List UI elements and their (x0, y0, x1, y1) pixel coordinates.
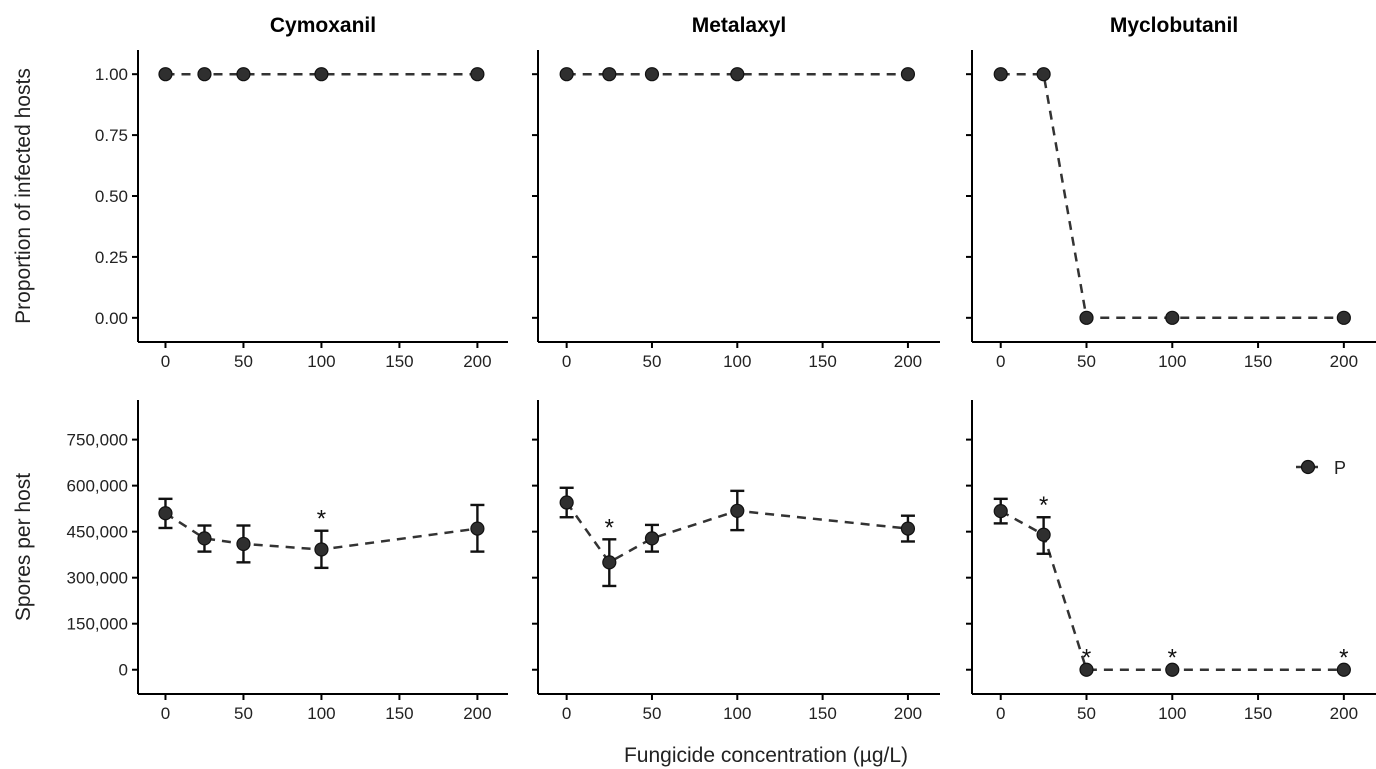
x-tick-label: 150 (1244, 704, 1272, 723)
x-tick-label: 50 (1077, 704, 1096, 723)
panel-3: Myclobutanil 0 50 100 150 200 (966, 14, 1376, 371)
data-point (470, 67, 485, 82)
data-point (730, 503, 745, 518)
x-tick-label: 100 (1158, 352, 1186, 371)
data-point (158, 67, 173, 82)
x-tick-label: 150 (808, 352, 836, 371)
x-tick-label: 50 (1077, 352, 1096, 371)
y-tick-label: 0 (119, 661, 128, 680)
significance-marker: * (1168, 645, 1177, 672)
x-tick-label: 50 (234, 352, 253, 371)
panel-4: Spores per host 0 150,000 300,000 450,000 600… (12, 400, 508, 723)
data-point (559, 67, 574, 82)
data-point (900, 67, 916, 82)
y-tick-label: 1.00 (95, 65, 128, 84)
data-point (730, 67, 745, 82)
panel-5: 0 50 100 150 200 * (532, 400, 940, 723)
data-point (197, 531, 212, 546)
x-tick-label: 200 (894, 704, 922, 723)
data-point (1165, 662, 1180, 677)
x-tick-label: 100 (723, 704, 751, 723)
data-point (1336, 310, 1351, 325)
data-point (1079, 662, 1094, 677)
data-point (236, 67, 251, 82)
x-tick-label: 150 (385, 352, 413, 371)
x-tick-label: 0 (996, 704, 1005, 723)
data-point (1165, 310, 1180, 325)
series-line (565, 501, 909, 564)
x-tick-label: 50 (643, 704, 662, 723)
panel-title: Metalaxyl (692, 14, 787, 37)
data-point (158, 506, 173, 521)
x-tick-label: 200 (894, 352, 922, 371)
data-point (236, 536, 251, 552)
x-tick-label: 0 (161, 704, 170, 723)
x-tick-label: 150 (1244, 352, 1272, 371)
data-point (602, 555, 617, 570)
x-tick-label: 0 (562, 352, 571, 371)
x-tick-label: 50 (643, 352, 662, 371)
data-point (993, 504, 1008, 519)
x-tick-label: 200 (1330, 704, 1358, 723)
x-tick-label: 100 (1158, 704, 1186, 723)
y-tick-label: 0.50 (95, 187, 128, 206)
y-tick-label: 750,000 (67, 431, 128, 450)
data-point (1336, 662, 1351, 677)
panel-6: 0 50 100 150 200 * * * * (966, 400, 1376, 723)
data-point (1079, 310, 1094, 325)
data-point (644, 67, 660, 82)
legend: P (1296, 458, 1346, 478)
legend-label: P (1334, 458, 1346, 478)
data-point (470, 521, 485, 536)
x-tick-label: 100 (723, 352, 751, 371)
y-axis-label: Proportion of infected hosts (12, 68, 35, 324)
panel-title: Cymoxanil (270, 14, 376, 37)
y-axis-label: Spores per host (12, 473, 35, 621)
panel-title: Myclobutanil (1110, 14, 1238, 37)
x-tick-label: 0 (562, 704, 571, 723)
y-tick-label: 0.75 (95, 126, 128, 145)
x-tick-label: 100 (307, 704, 335, 723)
figure-x-axis-label: Fungicide concentration (µg/L) (624, 744, 908, 767)
significance-marker: * (1039, 492, 1048, 519)
data-point (197, 67, 212, 82)
x-tick-label: 200 (463, 704, 491, 723)
series-line (1000, 510, 1344, 671)
data-point (1036, 67, 1051, 82)
x-tick-label: 200 (463, 352, 491, 371)
data-point (559, 495, 574, 510)
significance-marker: * (605, 514, 614, 541)
data-point (993, 67, 1008, 82)
x-tick-label: 150 (385, 704, 413, 723)
x-tick-label: 100 (307, 352, 335, 371)
series-line (1000, 72, 1344, 320)
legend-point-key (1300, 459, 1316, 475)
data-point (1036, 527, 1051, 542)
y-tick-label: 300,000 (67, 569, 128, 588)
x-tick-label: 0 (161, 352, 170, 371)
significance-marker: * (317, 506, 326, 533)
panel-2: Metalaxyl 0 50 100 150 200 (532, 14, 940, 371)
y-tick-label: 0.25 (95, 248, 128, 267)
x-tick-label: 150 (808, 704, 836, 723)
y-tick-label: 600,000 (67, 477, 128, 496)
x-tick-label: 200 (1330, 352, 1358, 371)
y-tick-label: 0.00 (95, 309, 128, 328)
y-tick-label: 150,000 (67, 615, 128, 634)
significance-marker: * (1339, 645, 1348, 672)
y-tick-label: 450,000 (67, 523, 128, 542)
data-point (900, 521, 916, 536)
panel-1: Cymoxanil Proportion of infected hosts 0.0… (12, 14, 508, 371)
x-tick-label: 50 (234, 704, 253, 723)
panels-layer: Cymoxanil Proportion of infected hosts 0.0… (12, 14, 1376, 723)
data-point (314, 67, 329, 82)
x-tick-label: 0 (996, 352, 1005, 371)
data-point (644, 531, 660, 546)
data-point (602, 67, 617, 82)
data-point (314, 542, 329, 557)
significance-marker: * (1082, 645, 1091, 672)
